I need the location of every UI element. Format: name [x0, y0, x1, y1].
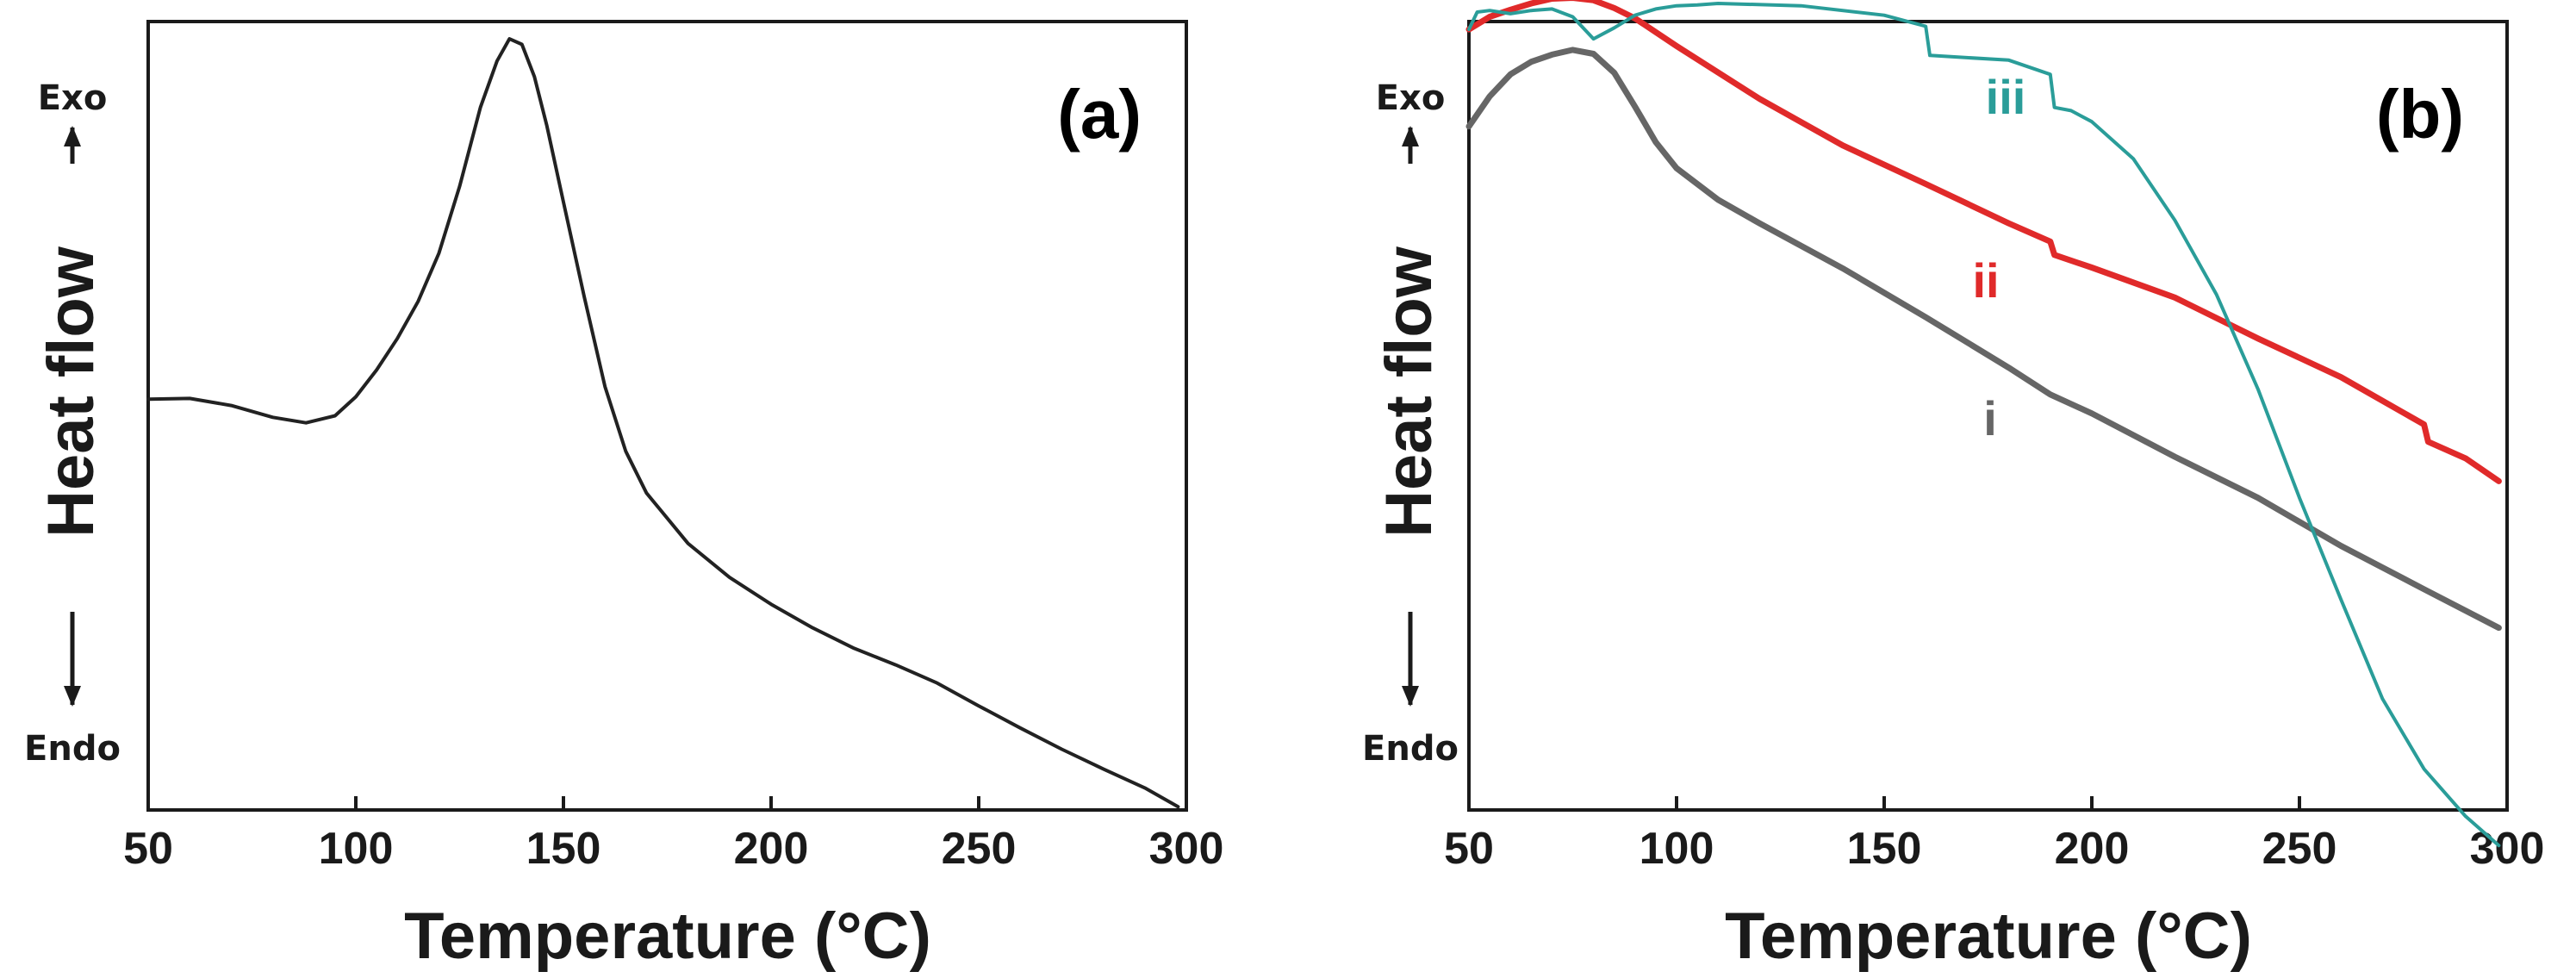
panel-b-series-label-iii: iii [1986, 70, 2026, 124]
panel-b-x-tick-label-100: 100 [1640, 824, 1714, 874]
panel-b-series-label-ii: ii [1972, 253, 1999, 308]
panel-a-endo-label: Endo [24, 729, 121, 769]
panel-a-dsc-curve [146, 37, 1180, 809]
panel-b-exo-label: Exo [1376, 78, 1446, 118]
panel-b-curve-iii [1467, 2, 2501, 848]
panel-a-x-tick-label-150: 150 [526, 824, 601, 874]
panel-a-x-tick-label-100: 100 [319, 824, 394, 874]
panel-b-plot-frame [1467, 20, 2509, 812]
panel-b-curve-i [1465, 47, 2502, 632]
panel-b-x-axis-title: Temperature (°C) [1725, 900, 2252, 973]
panel-b-exo-arrow-head [1402, 126, 1419, 146]
panel-a-x-tick-label-300: 300 [1149, 824, 1224, 874]
panel-b-endo-arrow-head [1402, 686, 1419, 707]
panel-b-x-tick-label-150: 150 [1847, 824, 1922, 874]
panel-b-series-label-i: i [1983, 391, 1997, 445]
panel-a-exo-label: Exo [38, 78, 108, 118]
panel-b-y-axis-title: Heat flow [1372, 246, 1446, 538]
panel-b-x-tick-label-200: 200 [2055, 824, 2130, 874]
panel-b-x-tick-labels: 50 100 150 200 250 300 [1444, 824, 2544, 874]
panel-b-x-ticks [1467, 796, 2509, 810]
panel-b-x-tick-label-250: 250 [2262, 824, 2337, 874]
panel-a-x-tick-label-50: 50 [123, 824, 173, 874]
panel-b: 50 100 150 200 250 300 i ii iii (b) Temperatu… [1362, 0, 2544, 973]
panel-a-endo-arrow-head [64, 686, 81, 707]
panel-a-x-tick-label-200: 200 [734, 824, 809, 874]
panel-a-tag: (a) [1057, 76, 1142, 153]
panel-b-curve-ii [1465, 0, 2502, 484]
panel-b-x-tick-label-50: 50 [1444, 824, 1494, 874]
panel-a-x-tick-labels: 50 100 150 200 250 300 [123, 824, 1223, 874]
panel-a-exo-arrow-head [64, 126, 81, 146]
panel-b-tag: (b) [2376, 76, 2464, 153]
panel-a-x-tick-label-250: 250 [942, 824, 1017, 874]
panel-a: 50 100 150 200 250 300 (a) Temperature (°C) E… [24, 20, 1223, 973]
panel-a-x-axis-title: Temperature (°C) [404, 900, 931, 973]
panel-a-plot-frame [146, 20, 1188, 812]
panel-b-endo-label: Endo [1362, 729, 1459, 769]
panel-a-x-ticks [146, 796, 1188, 810]
panel-a-y-axis-title: Heat flow [34, 246, 108, 538]
